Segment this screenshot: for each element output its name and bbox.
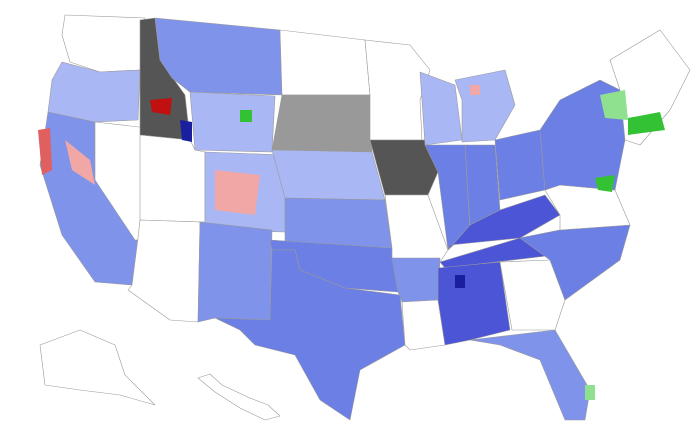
- county-cluster-ny-green: [600, 90, 628, 120]
- region-wisconsin: [419, 71, 463, 146]
- region-north-dakota: [279, 29, 371, 96]
- region-wyoming: [189, 91, 276, 153]
- county-cluster-massachusetts-green: [628, 112, 665, 135]
- county-cluster-california-red: [38, 128, 52, 175]
- county-cluster-colorado-pink: [215, 170, 260, 215]
- county-cluster-mississippi-navy: [455, 275, 465, 288]
- region-arkansas: [391, 257, 441, 303]
- county-cluster-michigan-pink: [470, 85, 480, 95]
- county-cluster-maryland-green: [595, 175, 615, 192]
- county-cluster-florida-green: [585, 385, 595, 400]
- region-kansas: [284, 197, 393, 249]
- region-virginia-wv: [544, 184, 631, 231]
- region-oregon: [47, 61, 141, 123]
- region-ohio: [494, 129, 546, 201]
- region-florida: [469, 329, 591, 421]
- region-mississippi-alabama: [437, 261, 511, 346]
- region-alaska: [39, 329, 156, 406]
- county-cluster-california-pink: [65, 140, 95, 185]
- region-louisiana: [401, 299, 446, 351]
- region-kentucky: [447, 194, 561, 251]
- county-cluster-idaho-red: [150, 98, 172, 115]
- region-new-mexico: [197, 221, 273, 323]
- region-michigan: [454, 69, 516, 143]
- region-south-dakota: [271, 94, 373, 153]
- region-missouri: [384, 194, 449, 263]
- region-minnesota: [364, 39, 431, 141]
- county-cluster-wyoming-green: [240, 110, 252, 122]
- region-iowa: [369, 139, 439, 196]
- county-cluster-idaho-navy: [180, 120, 192, 142]
- region-nebraska: [271, 149, 386, 201]
- region-washington: [61, 14, 146, 73]
- region-georgia: [499, 259, 566, 331]
- region-arizona: [127, 219, 201, 323]
- region-hawaii: [197, 373, 281, 421]
